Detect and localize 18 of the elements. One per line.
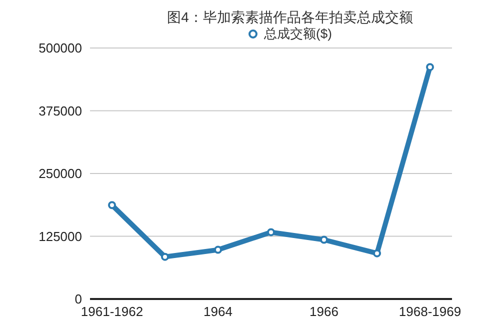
point: [108, 201, 116, 210]
point: [426, 63, 434, 72]
point: [214, 246, 222, 254]
point: [373, 249, 381, 258]
y-tick-label: 0: [74, 292, 82, 307]
point: [161, 252, 169, 261]
x-tick-label: 1966: [310, 304, 338, 320]
y-tick-label: 375000: [38, 103, 82, 118]
point: [320, 236, 328, 244]
y-tick-label: 500000: [38, 40, 82, 56]
y-tick-label: 125000: [38, 228, 82, 244]
x-tick-label: 1961-1962: [80, 304, 144, 320]
y-tick-label: 250000: [38, 166, 82, 182]
point: [267, 228, 275, 236]
chart-title: 图4：毕加索素描作品各年拍卖总成交额: [166, 8, 414, 26]
x-tick-label: 1968-1969: [398, 304, 462, 320]
legend-label: 总成交额($): [263, 26, 332, 42]
x-tick-label: 1964: [204, 304, 232, 320]
